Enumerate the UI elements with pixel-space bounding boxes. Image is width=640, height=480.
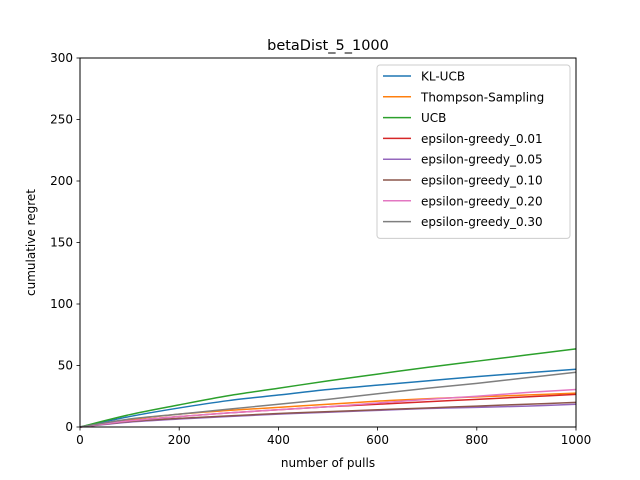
- x-tick-label-0: 0: [76, 433, 84, 447]
- series-line-6: [79, 388, 577, 428]
- y-axis: 0 50 100 150 200 250 300: [50, 51, 80, 434]
- legend-label-4: epsilon-greedy_0.05: [421, 153, 543, 167]
- chart-title: betaDist_5_1000: [267, 38, 389, 54]
- x-axis: 0 200 400 600 800 1000: [76, 427, 591, 447]
- y-tick-label-5: 250: [50, 113, 73, 127]
- x-tick-label-3: 600: [366, 433, 389, 447]
- x-tick-label-2: 400: [267, 433, 290, 447]
- series-line-0: [79, 368, 577, 428]
- x-tick-label-5: 1000: [561, 433, 592, 447]
- legend-label-7: epsilon-greedy_0.30: [421, 215, 543, 229]
- legend-label-3: epsilon-greedy_0.01: [421, 132, 543, 146]
- x-tick-label-4: 800: [465, 433, 488, 447]
- legend-label-5: epsilon-greedy_0.10: [421, 174, 543, 188]
- legend-label-2: UCB: [421, 111, 446, 125]
- y-axis-label: cumulative regret: [24, 189, 38, 296]
- legend-label-0: KL-UCB: [421, 70, 465, 84]
- y-tick-label-0: 0: [65, 420, 73, 434]
- y-tick-label-3: 150: [50, 236, 73, 250]
- y-tick-label-1: 50: [58, 359, 73, 373]
- y-tick-label-2: 100: [50, 297, 73, 311]
- series-layer: [79, 348, 577, 428]
- legend: KL-UCB Thompson-Sampling UCB epsilon-greedy…: [376, 64, 571, 239]
- series-line-5: [79, 401, 577, 428]
- legend-label-1: Thompson-Sampling: [420, 90, 544, 104]
- legend-label-6: epsilon-greedy_0.20: [421, 194, 543, 208]
- x-tick-label-1: 200: [168, 433, 191, 447]
- x-axis-label: number of pulls: [281, 456, 375, 470]
- series-line-2: [79, 348, 577, 428]
- legend-box: [376, 64, 571, 239]
- y-tick-label-6: 300: [50, 51, 73, 65]
- y-tick-label-4: 200: [50, 174, 73, 188]
- series-line-7: [79, 371, 577, 428]
